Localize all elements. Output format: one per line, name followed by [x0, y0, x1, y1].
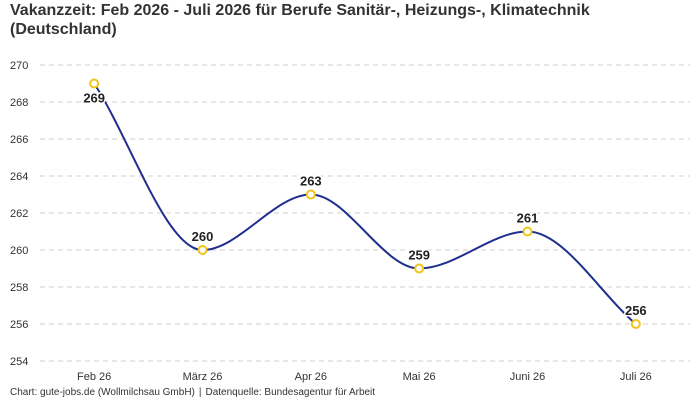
y-tick-label: 260	[10, 245, 28, 257]
y-tick-label: 256	[10, 319, 28, 331]
y-tick-label: 264	[10, 171, 28, 183]
x-tick-label: Mai 26	[403, 371, 436, 383]
data-point	[414, 263, 425, 274]
x-tick-label: Apr 26	[295, 371, 327, 383]
data-point	[197, 245, 208, 255]
data-label: 263	[300, 174, 322, 189]
y-tick-label: 258	[10, 282, 28, 294]
source-separator: |	[198, 387, 202, 398]
x-tick-label: Juli 26	[620, 371, 652, 383]
chart-source: Chart: gute-jobs.de (Wollmilchsau GmbH) |…	[10, 387, 375, 398]
y-tick-label: 266	[10, 134, 28, 146]
data-label: 256	[625, 303, 647, 318]
y-tick-label: 262	[10, 208, 28, 220]
data-point	[305, 189, 316, 200]
data-label: 269	[83, 91, 105, 106]
series-line	[93, 82, 637, 325]
y-tick-label: 270	[10, 60, 28, 72]
y-tick-label: 254	[10, 356, 28, 368]
x-tick-label: Juni 26	[510, 371, 545, 383]
data-label: 260	[192, 229, 214, 244]
x-tick-label: Feb 26	[77, 371, 111, 383]
chart-credit: Chart: gute-jobs.de (Wollmilchsau GmbH)	[10, 387, 195, 398]
y-tick-label: 268	[10, 97, 28, 109]
chart-title: Vakanzzeit: Feb 2026 - Juli 2026 für Ber…	[10, 2, 590, 38]
data-point	[89, 78, 100, 89]
data-point	[522, 226, 533, 237]
data-point	[630, 319, 641, 329]
data-source: Datenquelle: Bundesagentur für Arbeit	[205, 387, 376, 398]
x-tick-label: März 26	[183, 371, 223, 383]
data-label: 259	[408, 248, 430, 263]
data-label: 261	[517, 211, 539, 226]
